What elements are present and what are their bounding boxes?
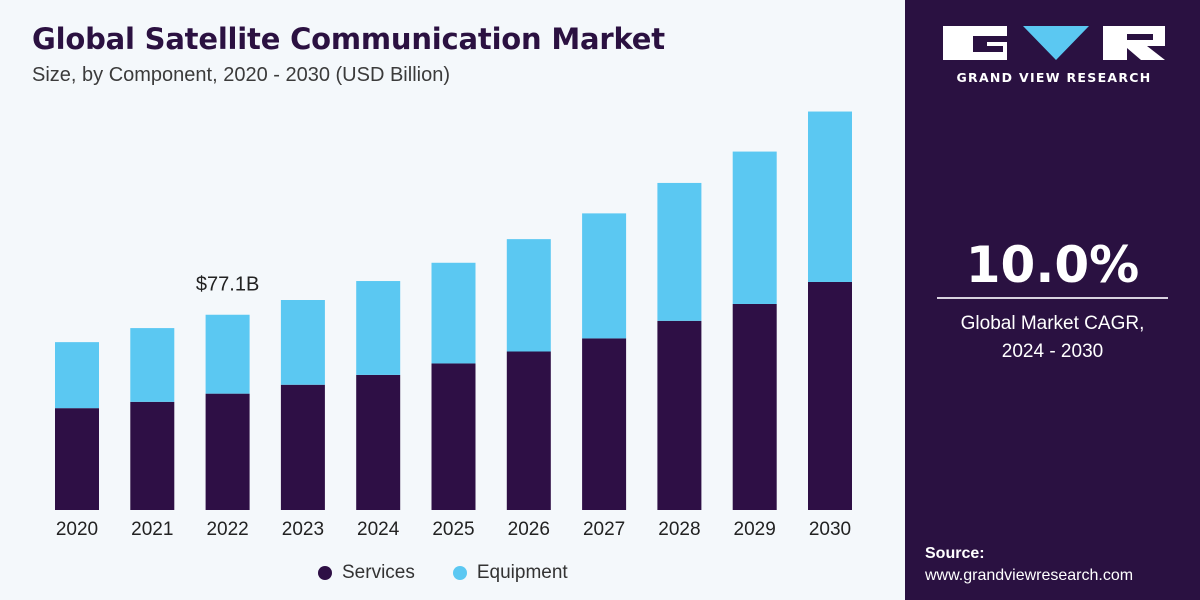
bar-services-2022 [205, 393, 250, 510]
bar-equipment-2021 [130, 328, 175, 402]
x-tick-label-2028: 2028 [658, 519, 700, 540]
bar-services-2030 [808, 281, 852, 510]
legend-item-services: Services [318, 562, 415, 584]
bar-services-2020 [55, 408, 99, 510]
cagr-label: Global Market CAGR, 2024 - 2030 [905, 310, 1200, 366]
bar-equipment-2020 [55, 342, 99, 409]
bar-services-2023 [280, 384, 325, 510]
source-label: Source: [925, 545, 985, 562]
x-tick-label-2020: 2020 [56, 519, 98, 540]
bar-services-2028 [657, 320, 702, 510]
bar-equipment-2023 [280, 299, 325, 385]
legend-label-equipment: Equipment [476, 562, 568, 583]
bars-layer [55, 111, 852, 510]
x-tick-label-2024: 2024 [357, 519, 400, 540]
source-note: Source: www.grandviewresearch.com [925, 543, 1133, 587]
gvr-logo-icon [943, 26, 1165, 60]
x-tick-label-2029: 2029 [734, 519, 776, 540]
divider [937, 297, 1168, 299]
bar-services-2029 [732, 303, 777, 510]
bar-services-2027 [582, 338, 627, 510]
chart-legend: Services Equipment [318, 562, 568, 584]
chart-panel: Global Satellite Communication Market Si… [32, 22, 852, 584]
x-tick-label-2025: 2025 [432, 519, 474, 540]
bar-services-2021 [130, 401, 175, 510]
info-panel: GRAND VIEW RESEARCH 10.0% Global Market … [905, 0, 1200, 600]
legend-swatch-equipment [452, 566, 467, 580]
legend-item-equipment: Equipment [452, 562, 568, 584]
chart-title: Global Satellite Communication Market [32, 22, 665, 56]
x-tick-label-2026: 2026 [508, 519, 550, 540]
bar-services-2024 [356, 374, 401, 510]
legend-label-services: Services [342, 562, 415, 583]
bar-equipment-2027 [582, 213, 627, 339]
x-tick-label-2021: 2021 [131, 519, 173, 540]
brand-name: GRAND VIEW RESEARCH [956, 70, 1152, 85]
x-tick-label-2022: 2022 [206, 519, 248, 540]
labels-layer: 2020 2021 2022 $77.1B 2023 2024 2025 2026 2027 20… [56, 274, 851, 540]
bar-equipment-2030 [808, 111, 852, 282]
source-url[interactable]: www.grandviewresearch.com [925, 567, 1134, 584]
legend-swatch-services [318, 566, 332, 580]
stacked-bar-chart: 2020 2021 2022 $77.1B 2023 2024 2025 2026 2027 20… [55, 111, 852, 540]
data-label-2022: $77.1B [196, 274, 259, 296]
bar-equipment-2024 [356, 281, 401, 375]
bar-services-2026 [506, 351, 551, 510]
cagr-label-line2: 2024 - 2030 [1001, 341, 1104, 362]
bar-equipment-2028 [657, 182, 702, 321]
bar-equipment-2025 [431, 262, 476, 364]
bar-equipment-2029 [732, 151, 777, 304]
chart-subtitle: Size, by Component, 2020 - 2030 (USD Bil… [32, 64, 450, 86]
gvr-logo: GRAND VIEW RESEARCH [943, 22, 1165, 85]
x-tick-label-2027: 2027 [583, 519, 625, 540]
cagr-value: 10.0% [965, 236, 1140, 294]
bar-equipment-2022 [205, 314, 250, 394]
x-tick-label-2023: 2023 [282, 519, 324, 540]
bar-services-2025 [431, 363, 476, 510]
x-tick-label-2030: 2030 [809, 519, 851, 540]
cagr-label-line1: Global Market CAGR, [960, 313, 1145, 334]
bar-equipment-2026 [506, 239, 551, 352]
